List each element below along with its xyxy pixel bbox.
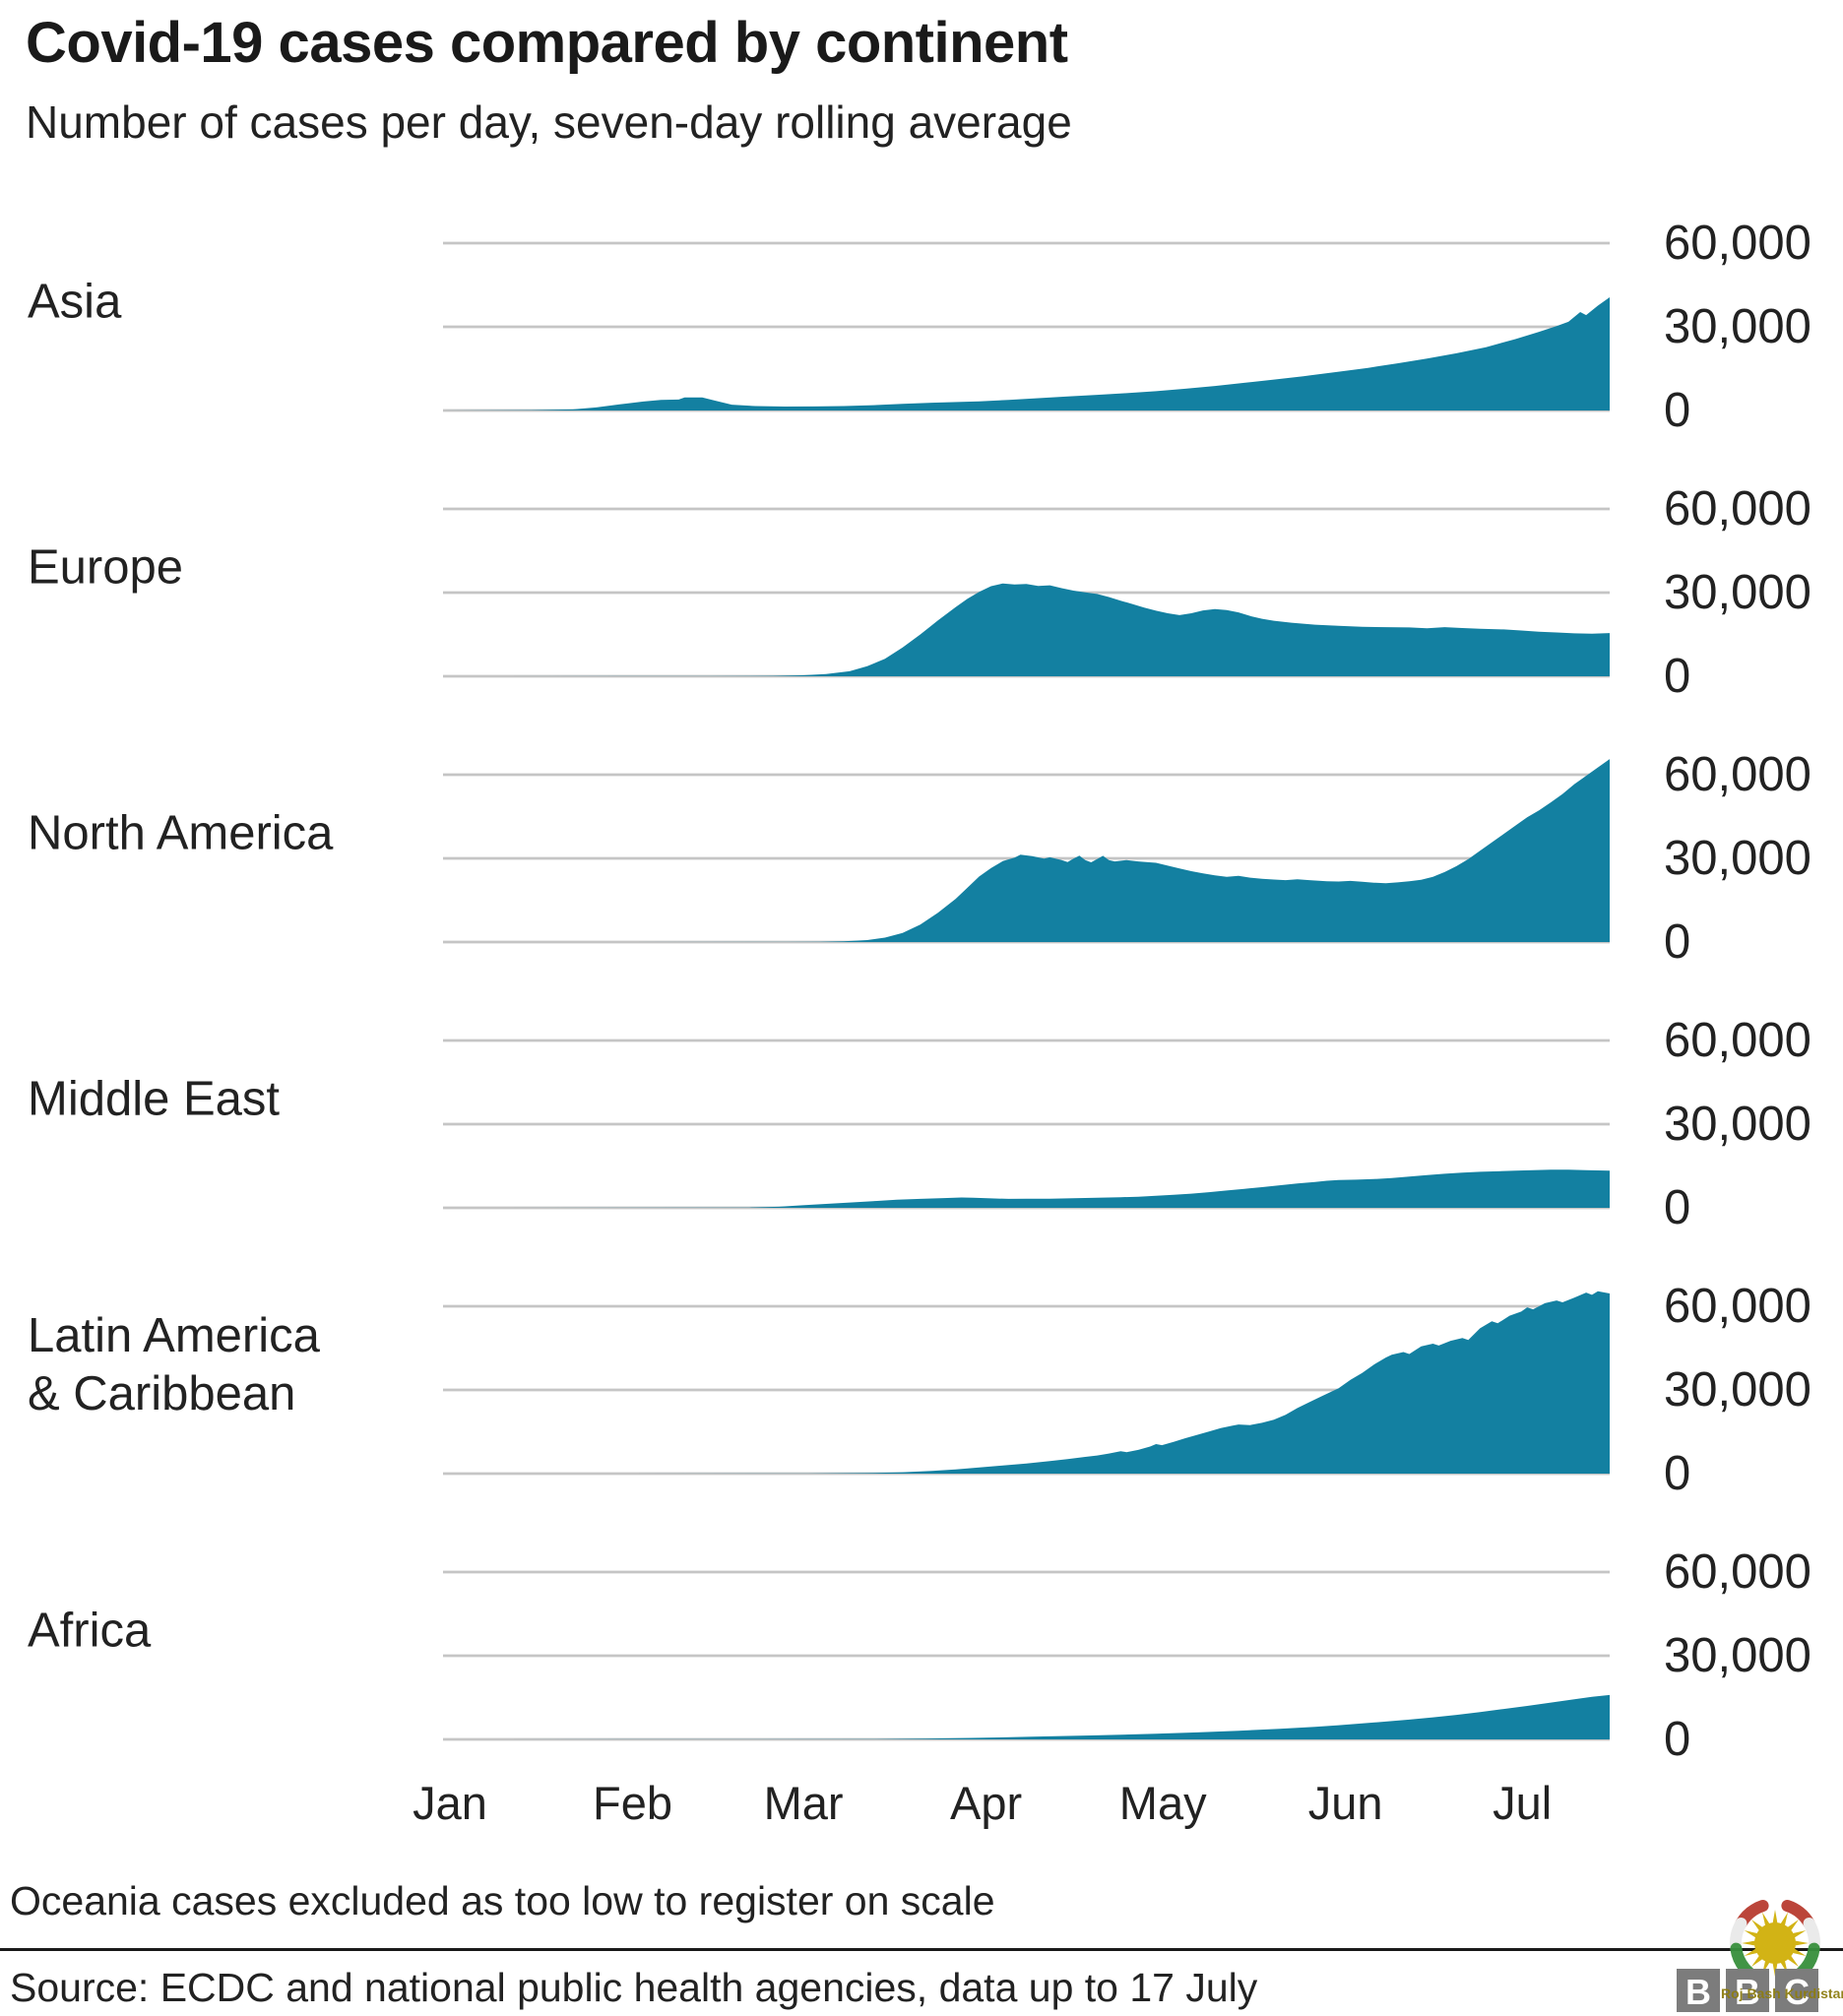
x-tick-label-jul: Jul bbox=[1493, 1777, 1552, 1829]
sun-ray bbox=[1786, 1954, 1799, 1967]
sun-ray bbox=[1791, 1930, 1807, 1939]
kurdistan-wreath-icon bbox=[1730, 1900, 1820, 1986]
panel-label-europe: Europe bbox=[28, 540, 184, 595]
area-series-europe bbox=[443, 583, 1610, 677]
y-tick-label: 60,000 bbox=[1664, 748, 1811, 801]
x-tick-label-mar: Mar bbox=[764, 1777, 844, 1829]
panel-label-north-america: North America bbox=[28, 806, 334, 860]
y-tick-label: 30,000 bbox=[1664, 1363, 1811, 1417]
area-series-africa bbox=[443, 1695, 1610, 1740]
y-tick-label: 30,000 bbox=[1664, 832, 1811, 885]
x-tick-label-jun: Jun bbox=[1308, 1777, 1383, 1829]
x-tick-label-jan: Jan bbox=[413, 1777, 487, 1829]
sun-ray bbox=[1744, 1947, 1759, 1956]
y-tick-label: 0 bbox=[1664, 915, 1690, 969]
y-tick-label: 60,000 bbox=[1664, 1280, 1811, 1333]
x-tick-label-feb: Feb bbox=[593, 1777, 672, 1829]
sun-ray bbox=[1744, 1930, 1759, 1939]
y-tick-label: 0 bbox=[1664, 1181, 1690, 1234]
panel-label-latin-america-caribbean: Latin America & Caribbean bbox=[28, 1309, 320, 1421]
chart-panel-africa: Africa 60,000 30,000 0 bbox=[0, 1498, 1843, 1766]
y-tick-label: 30,000 bbox=[1664, 566, 1811, 619]
y-tick-label: 60,000 bbox=[1664, 1014, 1811, 1067]
panel-label-middle-east: Middle East bbox=[28, 1072, 281, 1126]
bbc-block bbox=[1726, 1969, 1769, 2012]
bbc-letter-b1: B bbox=[1685, 1972, 1711, 2012]
bbc-block bbox=[1775, 1969, 1818, 2012]
sun-ray bbox=[1779, 1912, 1788, 1927]
area-chart-latin-america-caribbean: 60,000 30,000 0 bbox=[443, 1280, 1811, 1500]
sun-disc bbox=[1754, 1922, 1796, 1964]
x-axis: Jan Feb Mar Apr May Jun Jul bbox=[0, 1764, 1843, 1843]
sun-ray bbox=[1786, 1920, 1799, 1932]
sun-ray bbox=[1772, 1910, 1778, 1925]
chart-footnote: Oceania cases excluded as too low to reg… bbox=[10, 1878, 995, 1924]
divider-rule bbox=[0, 1948, 1843, 1952]
y-tick-label: 0 bbox=[1664, 384, 1690, 437]
sun-ray bbox=[1751, 1920, 1764, 1932]
area-chart-middle-east: 60,000 30,000 0 bbox=[443, 1014, 1811, 1234]
page-title: Covid-19 cases compared by continent bbox=[26, 11, 1068, 75]
area-chart-europe: 60,000 30,000 0 bbox=[443, 482, 1811, 703]
x-tick-label-apr: Apr bbox=[950, 1777, 1022, 1829]
y-tick-label: 30,000 bbox=[1664, 1629, 1811, 1682]
area-series-north-america bbox=[443, 759, 1610, 943]
sun-ray bbox=[1791, 1947, 1807, 1956]
area-chart-africa: 60,000 30,000 0 bbox=[443, 1545, 1811, 1766]
bbc-letter-c: C bbox=[1784, 1972, 1810, 2012]
area-chart-north-america: 60,000 30,000 0 bbox=[443, 748, 1811, 969]
x-tick-label-may: May bbox=[1119, 1777, 1207, 1829]
area-series-middle-east bbox=[443, 1169, 1610, 1209]
source-attribution: Source: ECDC and national public health … bbox=[10, 1965, 1258, 2011]
sun-ray bbox=[1751, 1954, 1764, 1967]
x-axis-labels: Jan Feb Mar Apr May Jun Jul bbox=[413, 1777, 1552, 1829]
chart-panel-latin-america-caribbean: Latin America & Caribbean 60,000 30,000 0 bbox=[0, 1232, 1843, 1500]
bbc-letter-b2: B bbox=[1735, 1972, 1760, 2012]
area-chart-asia: 60,000 30,000 0 bbox=[443, 217, 1811, 437]
chart-header: Covid-19 cases compared by continent Num… bbox=[0, 0, 1843, 150]
y-tick-label: 0 bbox=[1664, 1447, 1690, 1500]
area-series-asia bbox=[443, 297, 1610, 411]
area-series-latin-america-caribbean bbox=[443, 1291, 1610, 1475]
sun-ray bbox=[1742, 1940, 1757, 1946]
page-subtitle: Number of cases per day, seven-day rolli… bbox=[26, 95, 1072, 148]
chart-panel-asia: Asia 60,000 30,000 0 bbox=[0, 169, 1843, 437]
panel-label-asia: Asia bbox=[28, 275, 122, 329]
sun-icon bbox=[1742, 1910, 1809, 1977]
y-tick-label: 60,000 bbox=[1664, 482, 1811, 536]
y-tick-label: 60,000 bbox=[1664, 1545, 1811, 1599]
chart-panel-europe: Europe 60,000 30,000 0 bbox=[0, 435, 1843, 703]
sun-ray bbox=[1793, 1940, 1809, 1946]
bbc-block bbox=[1677, 1969, 1720, 2012]
chart-panel-middle-east: Middle East 60,000 30,000 0 bbox=[0, 967, 1843, 1234]
y-tick-label: 0 bbox=[1664, 650, 1690, 703]
panel-label-africa: Africa bbox=[28, 1604, 152, 1658]
y-tick-label: 0 bbox=[1664, 1713, 1690, 1766]
sun-ray bbox=[1762, 1912, 1771, 1927]
x-axis-spacer bbox=[0, 1764, 443, 1843]
y-tick-label: 60,000 bbox=[1664, 217, 1811, 270]
chart-panel-north-america: North America 60,000 30,000 0 bbox=[0, 701, 1843, 969]
bbc-blocks: B B C bbox=[1677, 1969, 1818, 2012]
small-multiples-chart: Asia 60,000 30,000 0 Europe 60,000 30,000 0 Nort… bbox=[0, 169, 1843, 1843]
bbc-logo-with-watermark: B B C Roj Bash Kurdistan bbox=[1677, 1900, 1843, 2012]
y-tick-label: 30,000 bbox=[1664, 1098, 1811, 1151]
y-tick-label: 30,000 bbox=[1664, 300, 1811, 353]
watermark-text: Roj Bash Kurdistan bbox=[1721, 1985, 1843, 2001]
